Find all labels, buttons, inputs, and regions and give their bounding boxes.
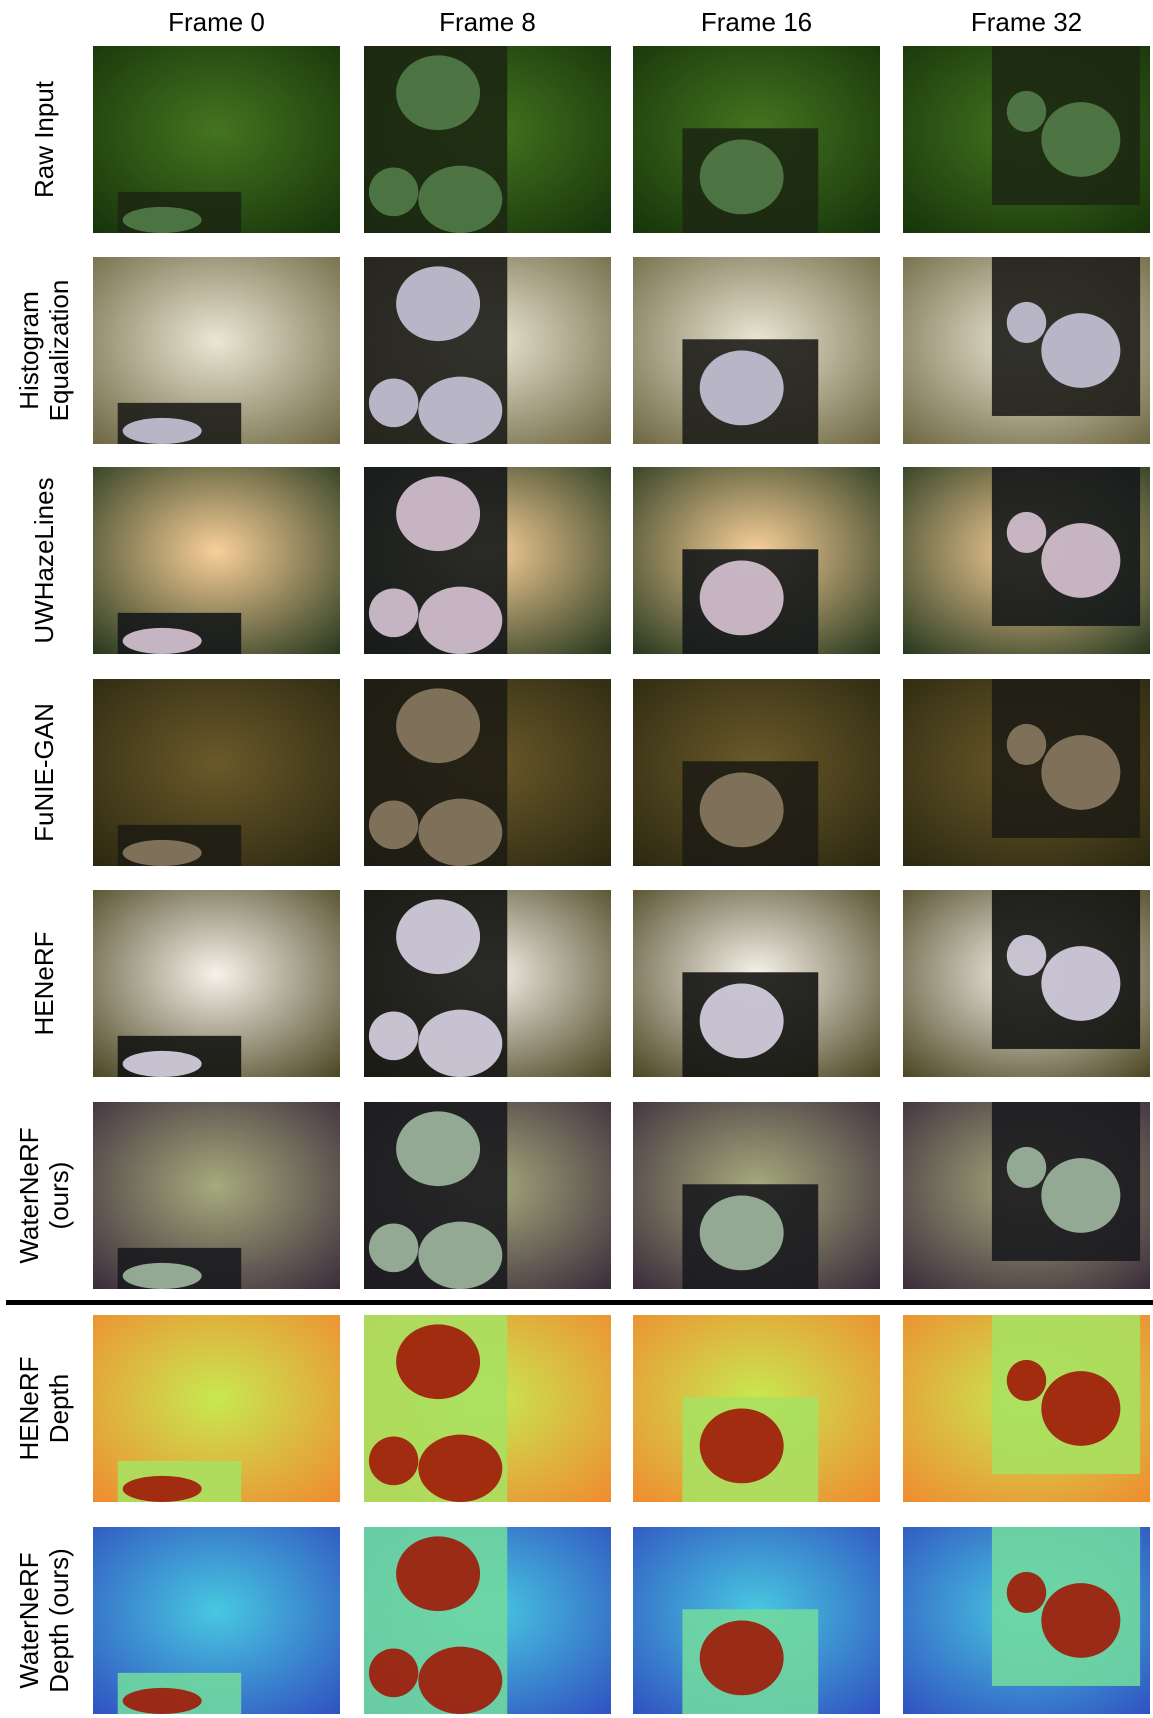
image-object: [122, 839, 202, 866]
image-object: [1041, 1583, 1121, 1658]
image-object: [699, 350, 784, 426]
row-label: Histogram: [14, 291, 44, 409]
image-object: [396, 55, 481, 131]
image-object: [122, 417, 202, 444]
row-label: WaterNeRF: [14, 1127, 44, 1263]
image-object: [1006, 1359, 1047, 1402]
column-header: Frame 8: [439, 7, 536, 37]
image-object: [418, 798, 503, 867]
image-object: [396, 1536, 481, 1612]
image-object: [1006, 301, 1047, 344]
row-label: Depth: [44, 1374, 74, 1443]
image-object: [122, 206, 202, 233]
image-object: [699, 560, 784, 636]
image-object: [368, 378, 419, 428]
image-object: [1041, 1158, 1121, 1233]
image-object: [1041, 1371, 1121, 1446]
image-object: [418, 586, 503, 655]
column-header: Frame 32: [971, 7, 1082, 37]
image-object: [418, 376, 503, 444]
image-object: [1006, 723, 1047, 766]
image-object: [699, 772, 784, 848]
image-object: [418, 1009, 503, 1077]
image-object: [699, 139, 784, 215]
image-object: [1041, 313, 1121, 388]
image-object: [418, 1221, 503, 1289]
row-label: UWHazeLines: [29, 477, 59, 643]
row-label: HENeRF: [14, 1356, 44, 1460]
row-label: FuNIE-GAN: [29, 703, 59, 842]
image-object: [396, 899, 481, 975]
image-object: [368, 1436, 419, 1486]
row-label: Depth (ours): [44, 1548, 74, 1693]
image-object: [396, 1324, 481, 1400]
image-object: [122, 1475, 202, 1503]
separator: [6, 1300, 1153, 1305]
image-object: [1041, 735, 1121, 810]
column-header: Frame 0: [168, 7, 265, 37]
row-label: Raw Input: [29, 80, 59, 198]
image-object: [1041, 102, 1121, 177]
image-object: [396, 266, 481, 342]
image-object: [368, 588, 419, 638]
image-object: [368, 1648, 419, 1698]
image-object: [1006, 934, 1047, 977]
image-object: [368, 800, 419, 850]
image-object: [122, 627, 202, 654]
image-object: [1006, 1571, 1047, 1614]
image-object: [418, 1646, 503, 1714]
image-object: [418, 165, 503, 233]
image-object: [418, 1434, 503, 1502]
image-object: [1006, 90, 1047, 133]
column-header: Frame 16: [701, 7, 812, 37]
image-object: [699, 1620, 784, 1696]
image-object: [368, 1223, 419, 1273]
image-object: [122, 1050, 202, 1078]
row-label: WaterNeRF: [14, 1552, 44, 1688]
image-object: [1006, 511, 1047, 554]
row-label: HENeRF: [29, 931, 59, 1035]
image-object: [122, 1262, 202, 1290]
image-object: [1041, 946, 1121, 1021]
image-object: [1041, 523, 1121, 598]
row-label: Equalization: [44, 280, 74, 422]
image-object: [368, 167, 419, 217]
image-object: [699, 1195, 784, 1271]
image-object: [1006, 1146, 1047, 1189]
row-label: (ours): [44, 1162, 74, 1230]
image-object: [396, 476, 481, 552]
image-object: [396, 688, 481, 764]
image-object: [122, 1687, 202, 1715]
image-object: [699, 983, 784, 1059]
image-object: [396, 1111, 481, 1187]
image-object: [368, 1011, 419, 1061]
image-object: [699, 1408, 784, 1484]
